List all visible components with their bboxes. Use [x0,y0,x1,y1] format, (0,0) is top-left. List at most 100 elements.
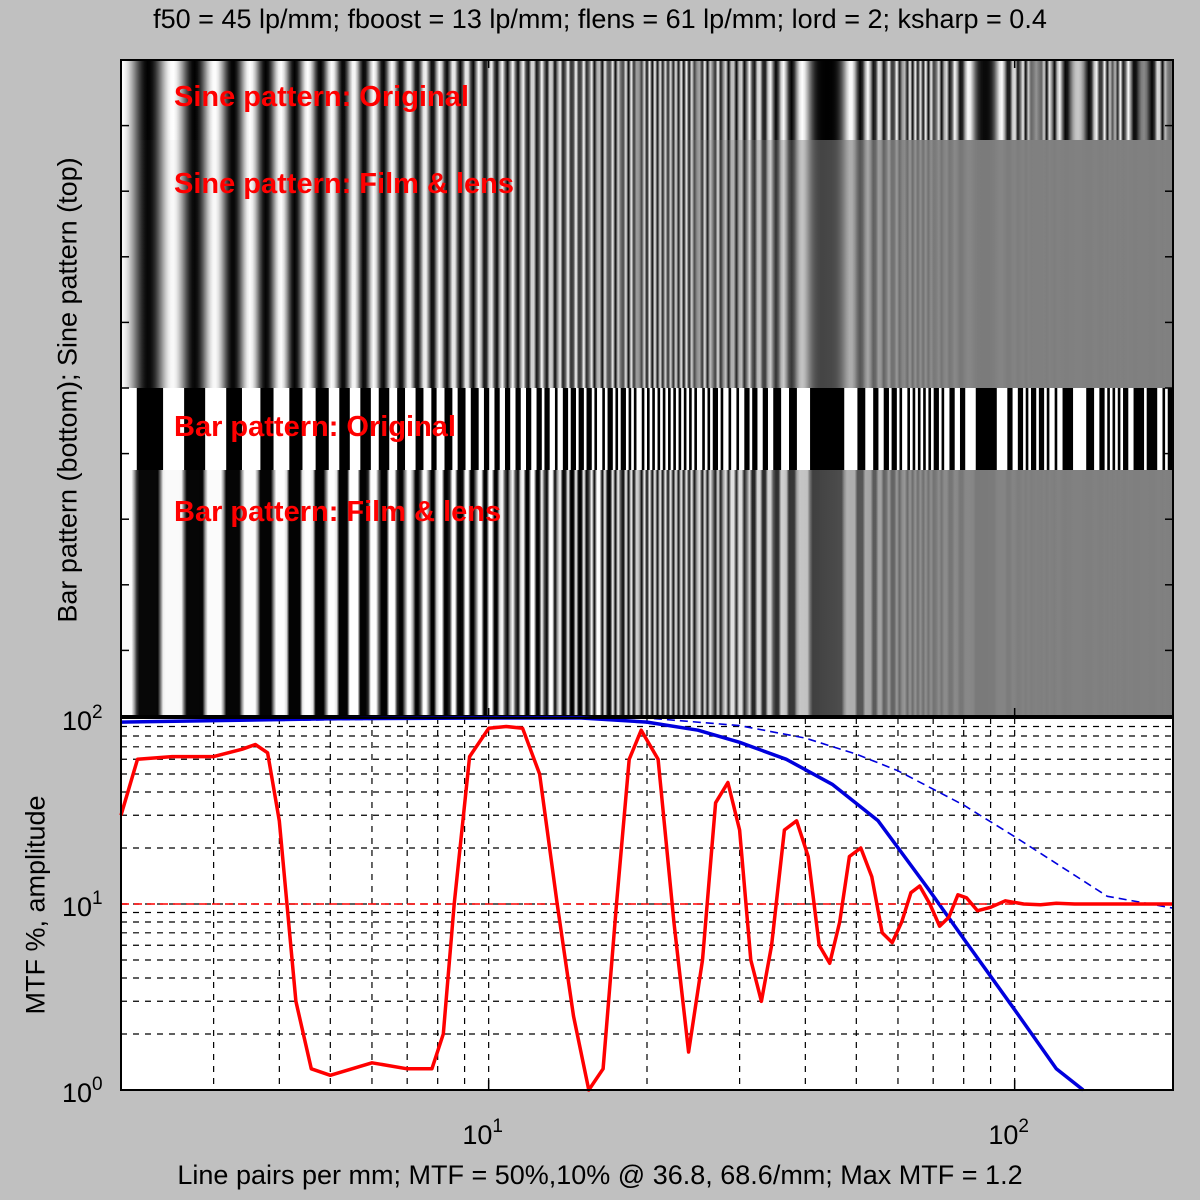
bar-original-segment [762,388,769,470]
bar-original-segment [1012,388,1019,470]
bar-original-segment [515,388,522,470]
bar-original-segment [494,388,501,470]
bar-original-segment [731,388,737,470]
y-tick-label: 101 [62,888,103,922]
bar-original-segment [557,388,564,470]
bar-original-segment [1123,388,1129,470]
bar-original-segment [907,388,911,470]
bar-original-segment [749,388,753,470]
bar-original-segment [273,388,290,470]
mtf-xlabel: Line pairs per mm; MTF = 50%,10% @ 36.8,… [177,1160,1023,1190]
bar-original-segment [1049,388,1056,470]
bar-original-segment [562,388,569,470]
bar-original-segment [121,388,138,470]
sine-original-strip [121,60,1173,140]
bar-original-segment [620,388,627,470]
bar-original-segment [739,388,745,470]
bar-original-segment [728,388,732,470]
bar-original-segment [615,388,619,470]
mtf-plot: 101 102 100 101 102 [62,702,1174,1150]
bar-original-segment [478,388,485,470]
bar-original-segment [873,388,879,470]
bar-original-segment [736,388,740,470]
bar-original-segment [389,388,398,470]
bar-original-segment [612,388,616,470]
bar-original-segment [633,388,637,470]
bar-original-segment [1044,388,1048,470]
series-line [119,724,1173,1092]
bar-original-segment [1062,388,1074,470]
bar-original-segment [1117,388,1121,470]
bar-original-segment [752,388,758,470]
bar-original-segment [1073,388,1087,470]
bar-original-segment [1028,388,1032,470]
bar-original-segment [436,388,445,470]
bar-original-segment [1054,388,1058,470]
bar-original-segment [910,388,914,470]
bar-original-segment [1157,388,1163,470]
bar-original-segment [1167,388,1174,470]
bar-original-segment [649,388,653,470]
bar-original-segment [965,388,977,470]
bar-original-segment [378,388,390,470]
bar-original-segment [470,388,480,470]
bar-original-segment [923,388,927,470]
bar-original-segment [675,388,680,470]
bar-original-segment [370,388,380,470]
bar-original-segment [933,388,940,470]
bar-original-segment [349,388,361,470]
bar-original-segment [1038,388,1045,470]
bar-original-segment [917,388,922,470]
pattern-panel-ylabel: Bar pattern (bottom); Sine pattern (top) [52,157,83,623]
bar-original-segment [241,388,261,470]
plot-frame [120,717,1174,1091]
bar-original-segment [1146,388,1158,470]
bar-original-segment [1046,388,1050,470]
bar-original-segment [1017,388,1024,470]
bar-original-segment [302,388,317,470]
bar-original-segment [665,388,669,470]
bar-original-segment [683,388,687,470]
bar-original-segment [915,388,919,470]
bar-original-segment [526,388,532,470]
bar-original-segment [888,388,893,470]
bar-original-segment [789,388,798,470]
bar-original-segment [883,388,890,470]
bar-original-segment [996,388,1008,470]
bar-original-segment [647,388,651,470]
bar-original-segment [483,388,490,470]
bar-original-segment [757,388,764,470]
bar-original-segment [1036,388,1040,470]
bar-original-segment [1094,388,1100,470]
bar-original-segment [702,388,706,470]
bar-original-segment [975,388,998,470]
bar-original-segment [1057,388,1064,470]
bar-original-segment [720,388,724,470]
bar-original-segment [578,388,585,470]
sine-original-label: Sine pattern: Original [174,81,469,113]
bar-original-segment [657,388,661,470]
bar-original-segment [959,388,966,470]
sine-film-label: Sine pattern: Film & lens [174,168,514,200]
bar-original-segment [673,388,677,470]
sine-film-strip [121,140,1173,388]
bar-original-segment [668,388,672,470]
bar-original-segment [452,388,459,470]
bar-original-segment [520,388,527,470]
bar-original-segment [544,388,551,470]
bar-original-segment [773,388,782,470]
bar-original-segment [928,388,932,470]
bar-original-segment [662,388,666,470]
bar-original-segment [618,388,622,470]
bar-original-segment [723,388,730,470]
bar-original-segment [1023,388,1027,470]
bar-original-segment [489,388,495,470]
bar-original-segment [920,388,924,470]
bar-original-segment [704,388,708,470]
bar-original-segment [570,388,577,470]
bar-original-segment [1109,388,1114,470]
bar-original-segment [423,388,432,470]
bar-original-segment [944,388,950,470]
bar-original-segment [1025,388,1029,470]
